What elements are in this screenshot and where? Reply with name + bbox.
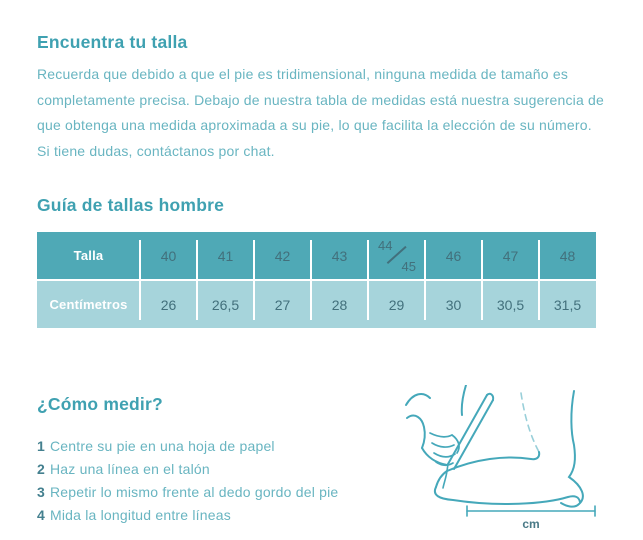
cm-cell: 26 xyxy=(160,296,177,313)
step-text: Haz una línea en el talón xyxy=(50,461,210,477)
split-size-cell: 44 45 xyxy=(378,238,416,274)
step-number: 3 xyxy=(37,484,45,500)
page-title: Encuentra tu talla xyxy=(37,32,188,52)
cm-cell: 29 xyxy=(388,296,405,313)
foot-sketch xyxy=(405,385,584,508)
size-cell: 44 45 xyxy=(368,232,425,279)
table-column-divider xyxy=(310,240,312,320)
table-column-divider xyxy=(538,240,540,320)
size-cell: 43 xyxy=(331,247,348,264)
measure-step: 4 Mida la longitud entre líneas xyxy=(37,504,606,527)
step-number: 4 xyxy=(37,507,45,523)
step-number: 1 xyxy=(37,438,45,454)
table-column-divider xyxy=(253,240,255,320)
cm-cell: 28 xyxy=(331,296,348,313)
cm-cell: 31,5 xyxy=(553,296,582,313)
step-text: Repetir lo mismo frente al dedo gordo de… xyxy=(50,484,339,500)
table-column-divider xyxy=(481,240,483,320)
table-row-centimeters: Centímetros 26 26,5 27 28 29 30 30,5 31,5 xyxy=(37,281,596,328)
table-column-divider xyxy=(367,240,369,320)
measure-step: 3 Repetir lo mismo frente al dedo gordo d… xyxy=(37,481,606,504)
step-number: 2 xyxy=(37,461,45,477)
size-cell: 48 xyxy=(559,247,576,264)
foot-measurement-illustration: cm xyxy=(405,385,596,531)
step-text: Mida la longitud entre líneas xyxy=(50,507,231,523)
size-cell: 41 xyxy=(217,247,234,264)
measure-steps: 1 Centre su pie en una hoja de papel 2 Haz … xyxy=(37,435,606,527)
table-row-sizes: Talla 40 41 42 43 44 45 46 47 48 xyxy=(37,232,596,279)
step-text: Centre su pie en una hoja de papel xyxy=(50,438,275,454)
table-column-divider xyxy=(196,240,198,320)
measure-step: 1 Centre su pie en una hoja de papel xyxy=(37,435,606,458)
measurement-line xyxy=(466,505,596,517)
cm-cell: 27 xyxy=(274,296,291,313)
size-table: Talla 40 41 42 43 44 45 46 47 48 Centímetros 26 26,5… xyxy=(37,232,596,328)
size-cell: 47 xyxy=(502,247,519,264)
table-column-divider xyxy=(139,240,141,320)
cm-row-label: Centímetros xyxy=(49,297,128,312)
table-column-divider xyxy=(424,240,426,320)
cm-cell: 26,5 xyxy=(211,296,240,313)
size-description: Recuerda que debido a que el pie es trid… xyxy=(37,66,605,159)
size-cell: 40 xyxy=(160,247,177,264)
size-cell: 46 xyxy=(445,247,462,264)
size-cell: 42 xyxy=(274,247,291,264)
size-guide-title: Guía de tallas hombre xyxy=(37,195,225,215)
cm-unit-label: cm xyxy=(522,517,539,531)
size-row-label: Talla xyxy=(73,248,104,263)
cm-cell: 30 xyxy=(445,296,462,313)
cm-cell: 30,5 xyxy=(496,296,525,313)
how-to-measure-title: ¿Cómo medir? xyxy=(37,394,163,414)
measure-step: 2 Haz una línea en el talón xyxy=(37,458,606,481)
